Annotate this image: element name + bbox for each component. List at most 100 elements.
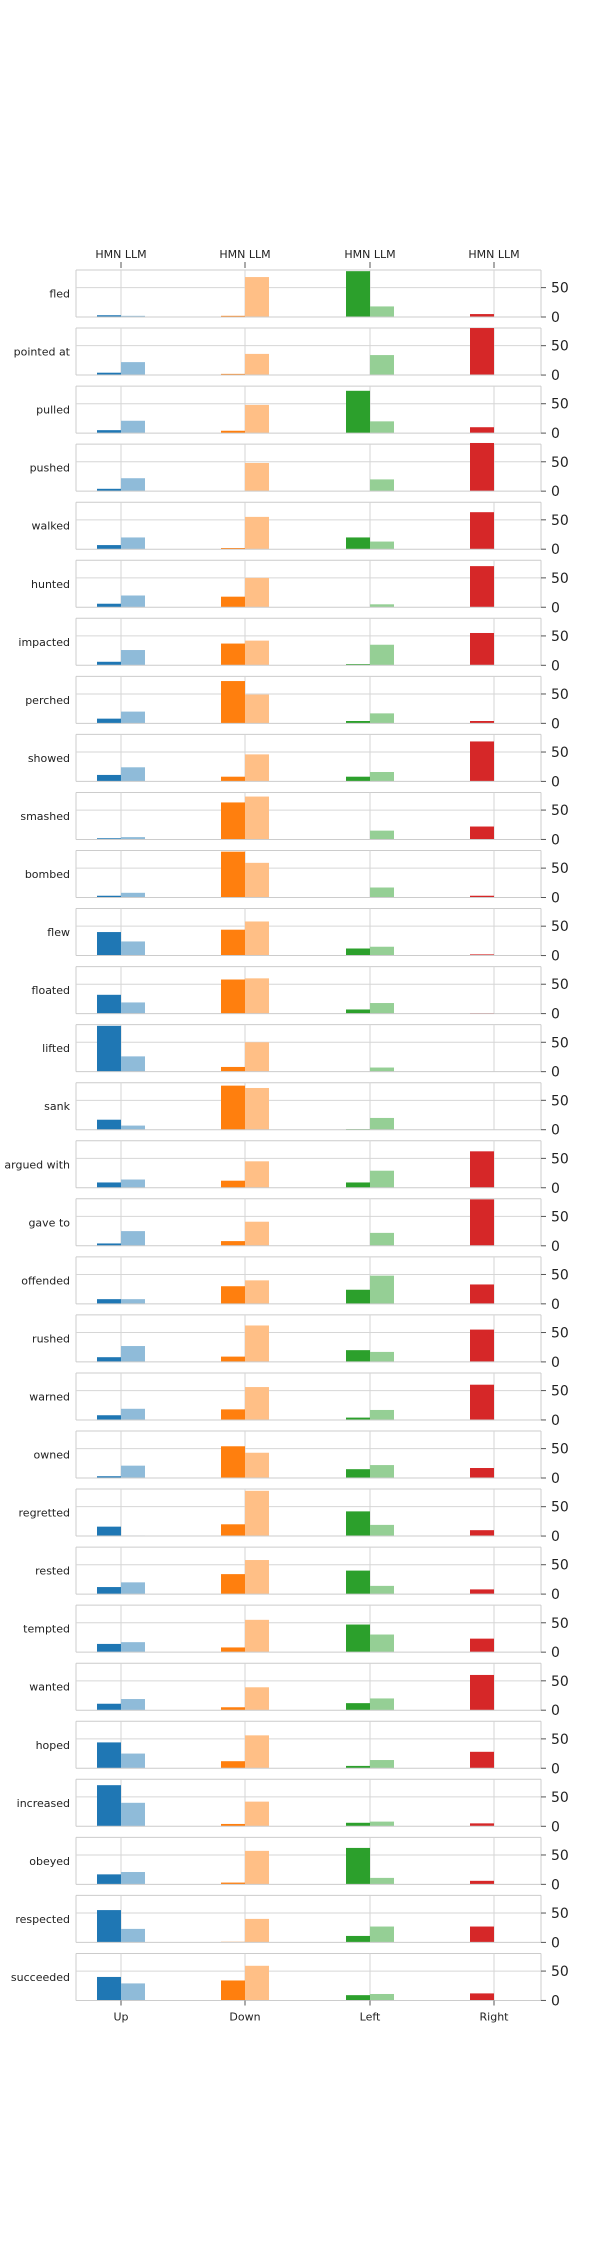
bar-rushed-up-llm: [121, 1346, 145, 1362]
bar-sank-down-hmn: [221, 1085, 245, 1130]
row-label-hunted: hunted: [31, 578, 70, 591]
row-label-showed: showed: [28, 752, 70, 765]
bar-rested-down-hmn: [221, 1574, 245, 1595]
bar-pushed-left-llm: [370, 479, 394, 492]
row-label-walked: walked: [31, 520, 70, 533]
bar-flew-up-hmn: [97, 932, 121, 956]
y-tick-label-0: 0: [551, 1413, 560, 1429]
bar-obeyed-up-llm: [121, 1872, 145, 1885]
bar-pulled-down-llm: [245, 404, 269, 434]
bar-offended-up-llm: [121, 1299, 145, 1304]
bar-owned-right-hmn: [470, 1468, 494, 1478]
y-tick-label-0: 0: [551, 1587, 560, 1603]
bar-smashed-down-hmn: [221, 802, 245, 840]
bar-perched-up-llm: [121, 711, 145, 724]
bar-impacted-down-llm: [245, 640, 269, 666]
y-tick-label-0: 0: [551, 1123, 560, 1139]
bar-pointed-at-up-hmn: [97, 372, 121, 376]
bar-respected-up-llm: [121, 1928, 145, 1943]
bar-bombed-down-llm: [245, 862, 269, 898]
bar-hunted-down-llm: [245, 577, 269, 608]
bar-argued-with-left-hmn: [346, 1182, 370, 1188]
row-fled: fled 0 50: [49, 269, 569, 326]
bar-owned-up-llm: [121, 1465, 145, 1478]
y-tick-label-0: 0: [551, 542, 560, 558]
bar-showed-right-hmn: [470, 741, 494, 782]
bar-increased-left-hmn: [346, 1822, 370, 1827]
y-tick-label-0: 0: [551, 891, 560, 907]
row-lifted: lifted 0 50: [42, 1024, 569, 1081]
y-tick-label-50: 50: [551, 571, 569, 587]
bar-lifted-left-llm: [370, 1067, 394, 1072]
bar-obeyed-up-hmn: [97, 1874, 121, 1885]
bar-hoped-right-hmn: [470, 1751, 494, 1769]
bar-pulled-right-hmn: [470, 427, 494, 434]
bar-showed-left-llm: [370, 772, 394, 782]
top-tick-label-left: HMN LLM: [344, 248, 395, 261]
bar-regretted-left-hmn: [346, 1511, 370, 1537]
bar-flew-left-llm: [370, 946, 394, 956]
bar-walked-down-hmn: [221, 548, 245, 550]
bar-smashed-down-llm: [245, 796, 269, 840]
bar-gave-to-left-llm: [370, 1232, 394, 1246]
bar-walked-down-llm: [245, 516, 269, 550]
row-regretted: regretted 0 50: [19, 1488, 569, 1545]
bar-wanted-up-llm: [121, 1699, 145, 1711]
bar-offended-right-hmn: [470, 1284, 494, 1304]
row-showed: showed 0 50: [28, 733, 569, 790]
bar-argued-with-left-llm: [370, 1170, 394, 1188]
y-tick-label-50: 50: [551, 397, 569, 413]
bar-regretted-right-hmn: [470, 1530, 494, 1537]
y-tick-label-50: 50: [551, 1964, 569, 1980]
y-tick-label-0: 0: [551, 1065, 560, 1081]
bar-wanted-right-hmn: [470, 1674, 494, 1711]
bar-rushed-down-hmn: [221, 1356, 245, 1362]
bar-floated-up-hmn: [97, 994, 121, 1014]
y-tick-label-50: 50: [551, 1384, 569, 1400]
bar-rushed-left-llm: [370, 1351, 394, 1362]
row-label-sank: sank: [44, 1100, 70, 1113]
bar-respected-left-hmn: [346, 1935, 370, 1943]
row-label-respected: respected: [15, 1913, 70, 1926]
bar-lifted-down-llm: [245, 1042, 269, 1072]
y-tick-label-50: 50: [551, 513, 569, 529]
row-label-warned: warned: [29, 1390, 70, 1403]
bar-floated-down-hmn: [221, 979, 245, 1014]
bar-smashed-up-hmn: [97, 838, 121, 840]
bar-bombed-up-llm: [121, 892, 145, 898]
bar-owned-left-hmn: [346, 1469, 370, 1478]
row-label-wanted: wanted: [29, 1681, 70, 1694]
bar-obeyed-right-hmn: [470, 1880, 494, 1885]
row-hunted: hunted 0 50: [31, 559, 569, 616]
bar-pushed-up-llm: [121, 478, 145, 492]
bar-flew-down-hmn: [221, 929, 245, 956]
row-label-flew: flew: [47, 926, 70, 939]
bar-pushed-down-llm: [245, 462, 269, 492]
bar-gave-to-down-hmn: [221, 1241, 245, 1246]
y-tick-label-50: 50: [551, 281, 569, 297]
bar-flew-up-llm: [121, 941, 145, 956]
bar-succeeded-down-hmn: [221, 1980, 245, 2001]
bar-rested-up-hmn: [97, 1587, 121, 1595]
row-pulled: pulled 0 50: [36, 385, 569, 442]
bar-hoped-left-hmn: [346, 1765, 370, 1769]
bar-respected-right-hmn: [470, 1926, 494, 1943]
bar-impacted-left-hmn: [346, 664, 370, 666]
bar-tempted-up-llm: [121, 1642, 145, 1653]
bar-succeeded-left-hmn: [346, 1995, 370, 2001]
bar-smashed-right-hmn: [470, 826, 494, 840]
row-label-increased: increased: [17, 1797, 70, 1810]
bar-tempted-left-hmn: [346, 1624, 370, 1653]
row-succeeded: succeeded 0 50: [11, 1952, 569, 2009]
y-tick-label-0: 0: [551, 1181, 560, 1197]
bar-showed-up-hmn: [97, 774, 121, 782]
bar-rushed-up-hmn: [97, 1357, 121, 1362]
bar-tempted-down-hmn: [221, 1647, 245, 1653]
bar-warned-down-llm: [245, 1387, 269, 1420]
bar-floated-up-llm: [121, 1002, 145, 1014]
bar-perched-up-hmn: [97, 718, 121, 724]
bar-impacted-down-hmn: [221, 643, 245, 666]
row-label-pointed-at: pointed at: [14, 346, 71, 359]
row-label-obeyed: obeyed: [29, 1855, 70, 1868]
y-tick-label-50: 50: [551, 1790, 569, 1806]
